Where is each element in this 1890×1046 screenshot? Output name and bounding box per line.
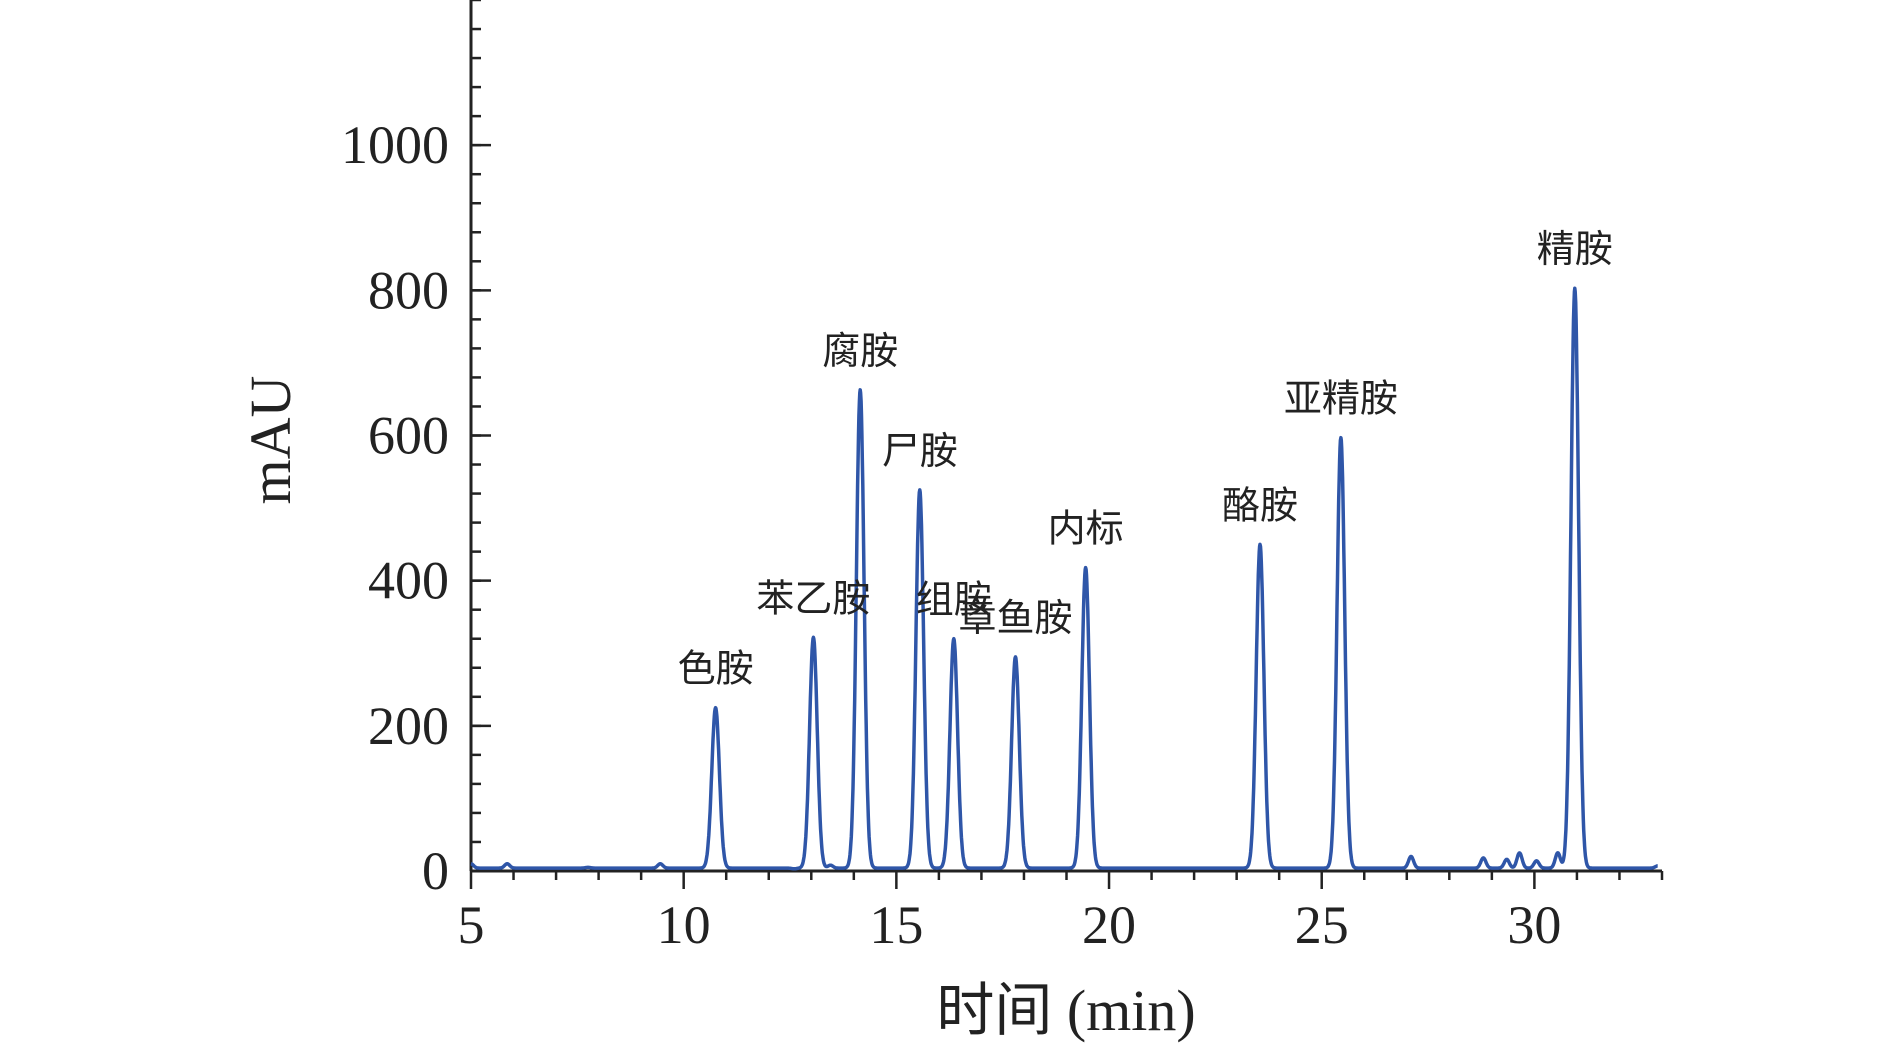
y-tick-label: 1000	[341, 115, 449, 175]
peak-label: 苯乙胺	[756, 576, 870, 620]
y-tick-label: 0	[422, 841, 449, 901]
x-axis-title: 时间 (min)	[936, 978, 1195, 1043]
peak-label: 尸胺	[882, 429, 958, 473]
peak-label: 组胺	[916, 578, 992, 622]
peak-label: 章鱼胺	[958, 596, 1072, 640]
peak-label: 色胺	[678, 647, 754, 691]
y-tick-label: 800	[368, 260, 449, 320]
x-tick-label: 15	[869, 895, 923, 955]
y-tick-label: 200	[368, 696, 449, 756]
y-tick-label: 600	[368, 406, 449, 466]
peak-label: 腐胺	[822, 329, 898, 373]
x-axis-ticks: 5 10 15 20 25 30	[458, 871, 1664, 955]
peak-label: 酪胺	[1222, 483, 1298, 527]
x-tick-label: 25	[1295, 895, 1349, 955]
x-tick-label: 30	[1507, 895, 1561, 955]
x-tick-label: 10	[657, 895, 711, 955]
chromatogram-trace	[469, 286, 1660, 871]
x-tick-label: 20	[1082, 895, 1136, 955]
peak-label: 内标	[1048, 507, 1124, 551]
y-axis-ticks: 0 200 400 600 800 1000	[341, 115, 491, 901]
peak-label: 精胺	[1537, 227, 1613, 271]
y-axis-title: mAU	[238, 376, 303, 505]
peak-label: 亚精胺	[1284, 377, 1398, 421]
x-tick-label: 5	[458, 895, 485, 955]
y-tick-label: 400	[368, 551, 449, 611]
